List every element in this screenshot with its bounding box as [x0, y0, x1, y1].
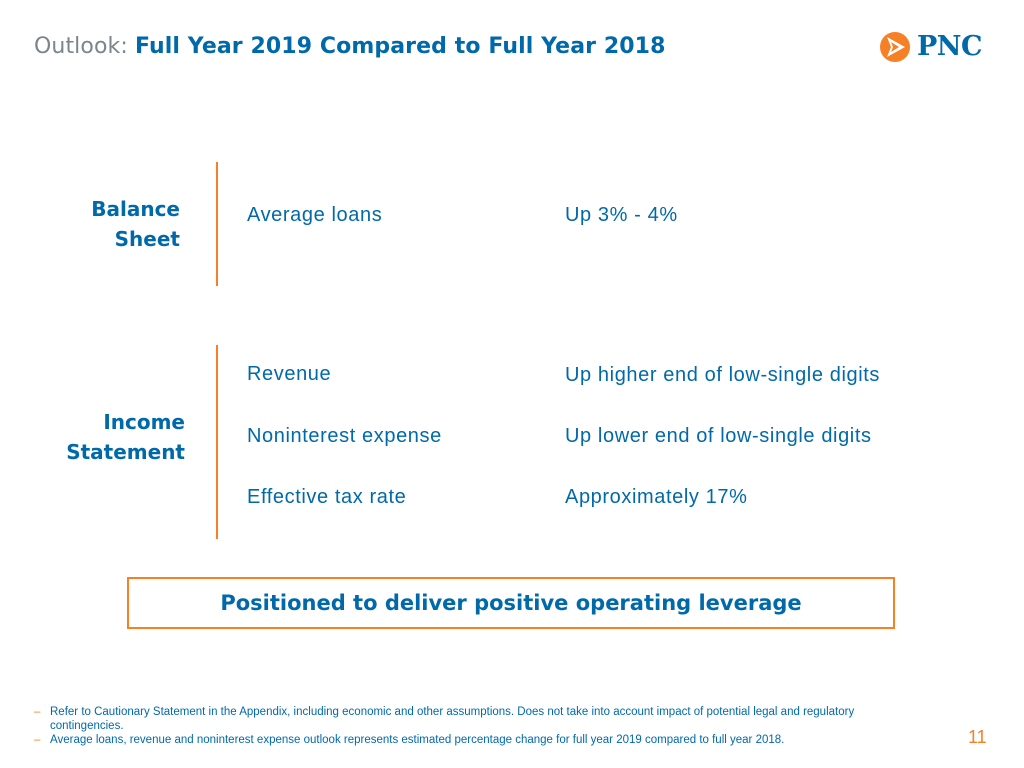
footnote-item: – Average loans, revenue and noninterest… [34, 733, 914, 747]
pnc-logo: PNC [879, 30, 991, 66]
income-statement-divider [216, 345, 218, 539]
footnote-text: Average loans, revenue and noninterest e… [50, 734, 785, 746]
noninterest-expense-value: Up lower end of low-single digits [565, 425, 872, 447]
income-statement-label-line2: Statement [66, 440, 185, 464]
effective-tax-rate-value: Approximately 17% [565, 486, 748, 508]
balance-sheet-label-line1: Balance [91, 197, 180, 221]
footnote-dash: – [34, 706, 41, 718]
logo-text: PNC [917, 31, 982, 62]
revenue-value: Up higher end of low-single digits [565, 364, 881, 386]
balance-sheet-divider [216, 162, 218, 286]
income-statement-label: Income Statement [40, 407, 185, 467]
average-loans-label: Average loans [247, 204, 383, 226]
title-main: Full Year 2019 Compared to Full Year 201… [134, 34, 666, 59]
balance-sheet-label: Balance Sheet [40, 194, 180, 254]
footnote-text: Refer to Cautionary Statement in the App… [50, 706, 855, 732]
page-number: 11 [968, 727, 987, 747]
average-loans-value: Up 3% - 4% [565, 204, 678, 226]
noninterest-expense-label: Noninterest expense [247, 425, 442, 447]
title-prefix: Outlook: [34, 34, 128, 59]
effective-tax-rate-label: Effective tax rate [247, 486, 407, 508]
pnc-logo-icon [880, 32, 910, 62]
page-title: Outlook: Full Year 2019 Compared to Full… [34, 34, 665, 59]
footnote-item: – Refer to Cautionary Statement in the A… [34, 705, 914, 733]
operating-leverage-callout: Positioned to deliver positive operating… [127, 577, 895, 629]
callout-text: Positioned to deliver positive operating… [220, 591, 802, 615]
income-statement-label-line1: Income [103, 410, 185, 434]
balance-sheet-label-line2: Sheet [114, 227, 180, 251]
revenue-label: Revenue [247, 363, 332, 385]
footnote-dash: – [34, 734, 41, 746]
footnotes: – Refer to Cautionary Statement in the A… [34, 705, 914, 747]
